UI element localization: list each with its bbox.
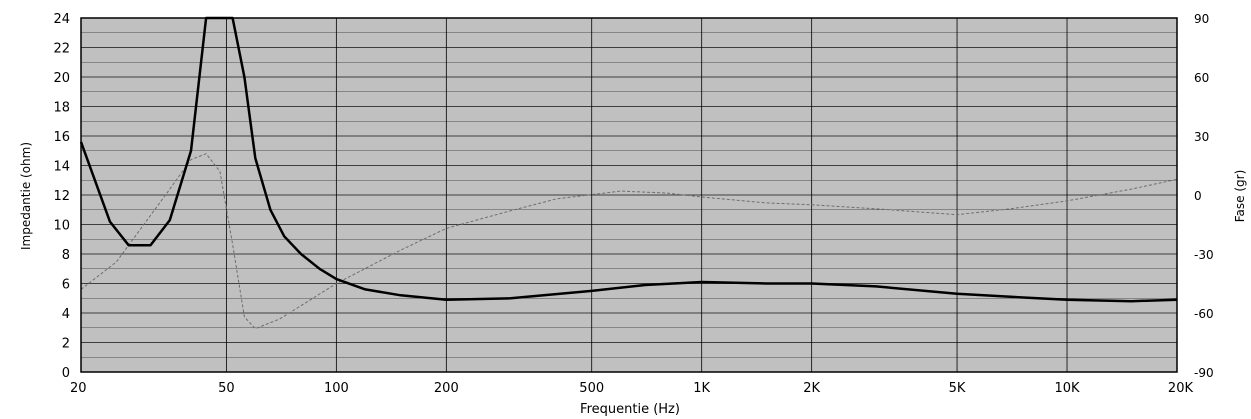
phase-line	[80, 153, 1178, 330]
grid	[80, 18, 1178, 372]
y-tick-label: 18	[53, 101, 70, 116]
x-tick-label: 100	[324, 381, 349, 396]
y2-tick-label: 0	[1194, 189, 1202, 203]
x-tick-label: 20	[70, 381, 87, 396]
x-tick-label: 5K	[949, 381, 966, 396]
y-tick-label: 0	[62, 366, 70, 381]
y-tick-label: 2	[62, 337, 70, 352]
impedance-series	[79, 16, 1178, 303]
y-tick-label: 8	[62, 248, 70, 263]
y-tick-label: 22	[53, 42, 70, 57]
y2-tick-label: -30	[1194, 248, 1214, 262]
y-tick-label: 16	[53, 130, 70, 145]
y2-tick-label: -90	[1194, 366, 1214, 380]
x-tick-label: 10K	[1054, 381, 1080, 396]
y2-tick-label: -60	[1194, 307, 1214, 321]
x-tick-label: 2K	[803, 381, 820, 396]
y-tick-label: 24	[53, 12, 70, 27]
y-axis-label: Impedantie (ohm)	[19, 142, 33, 250]
y2-tick-label: 30	[1194, 130, 1209, 144]
y2-tick-label: 90	[1194, 12, 1209, 26]
y-tick-label: 10	[53, 219, 70, 234]
x-tick-label: 500	[579, 381, 604, 396]
x-tick-labels: 20 50 100 200 500 1K 2K 5K 10K 20K	[70, 381, 1193, 396]
y2-axis-label: Fase (gr)	[1233, 170, 1247, 223]
y-tick-label: 14	[53, 160, 70, 175]
y2-tick-labels: -90 -60 -30 0 30 60 90	[1194, 12, 1214, 380]
x-tick-label: 1K	[693, 381, 710, 396]
x-tick-label: 50	[218, 381, 235, 396]
y2-tick-label: 60	[1194, 71, 1209, 85]
y-tick-label: 20	[53, 71, 70, 86]
impedance-line	[79, 16, 1178, 303]
y-tick-label: 12	[53, 189, 70, 204]
x-tick-label: 20K	[1168, 381, 1194, 396]
x-tick-label: 200	[434, 381, 459, 396]
y-tick-label: 6	[62, 278, 70, 293]
phase-series	[80, 153, 1178, 330]
y-tick-label: 4	[62, 307, 70, 322]
x-axis-label: Frequentie (Hz)	[580, 402, 680, 417]
plot-border	[80, 17, 1178, 373]
